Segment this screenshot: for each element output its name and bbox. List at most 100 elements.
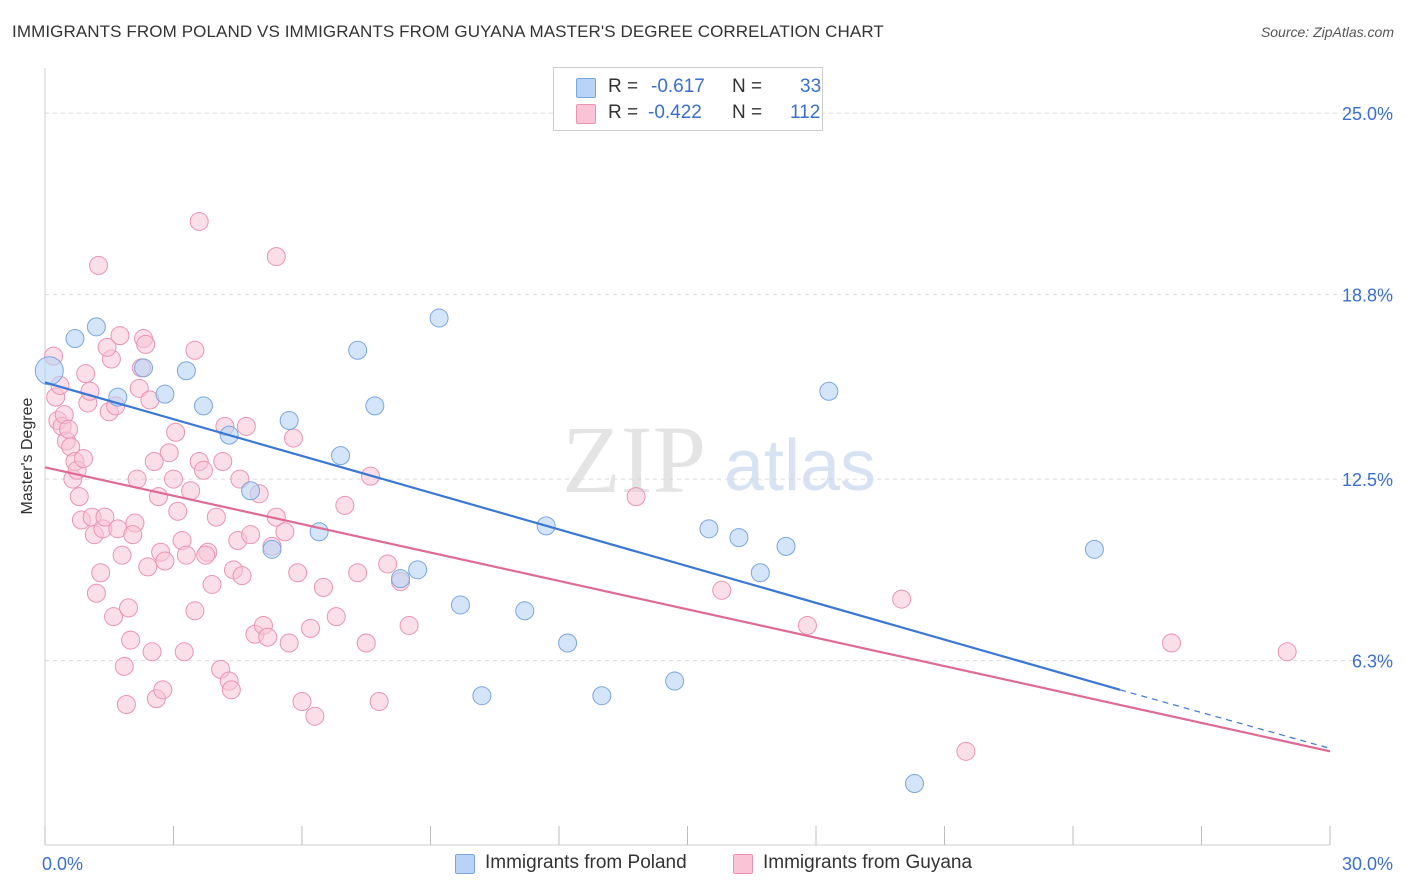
r-value-guyana: -0.422	[648, 102, 702, 123]
poland-point	[34, 356, 64, 386]
n-value-poland: 33	[800, 76, 822, 97]
guyana-point	[626, 487, 646, 507]
poland-point	[365, 396, 385, 416]
guyana-point	[335, 495, 355, 515]
guyana-point	[241, 525, 261, 545]
poland-point	[558, 633, 578, 653]
poland-point	[450, 595, 470, 615]
poland-swatch	[576, 78, 596, 98]
guyana-point	[164, 469, 183, 489]
guyana-point	[104, 607, 124, 627]
guyana-point	[112, 545, 132, 565]
poland-point	[279, 411, 299, 431]
poland-point	[86, 317, 106, 337]
guyana-point	[153, 680, 173, 700]
guyana-point	[91, 563, 111, 583]
guyana-point	[378, 554, 398, 574]
guyana-trend-line	[44, 466, 1331, 753]
watermark-atlas: atlas	[724, 426, 876, 506]
axes	[44, 68, 1331, 846]
guyana-point	[74, 449, 94, 469]
guyana-point	[213, 452, 233, 471]
poland-trend-extension	[1119, 689, 1331, 749]
poland-point	[241, 481, 261, 501]
guyana-point	[313, 577, 333, 597]
guyana-point	[69, 487, 89, 507]
poland-point	[592, 686, 612, 706]
guyana-point	[275, 522, 295, 542]
guyana-point	[230, 469, 250, 489]
guyana-legend-label: Immigrants from Guyana	[763, 852, 973, 873]
guyana-point	[89, 255, 109, 275]
guyana-point	[1277, 642, 1297, 662]
x-tick-label: 0.0%	[42, 854, 83, 874]
guyana-point	[202, 574, 222, 594]
guyana-point	[288, 563, 308, 583]
poland-point	[515, 601, 535, 621]
guyana-point	[712, 580, 732, 600]
guyana-legend-swatch	[733, 854, 753, 874]
poland-point	[391, 569, 411, 589]
guyana-point	[356, 633, 376, 653]
y-tick-label: 12.5%	[1342, 470, 1393, 490]
guyana-point	[206, 507, 226, 527]
x-tick-label: 30.0%	[1342, 854, 1393, 874]
guyana-point	[129, 378, 149, 398]
guyana-point	[305, 706, 325, 726]
poland-point	[665, 671, 685, 691]
guyana-point	[123, 525, 143, 545]
correlation-legend: R = -0.617 N = 33 R = -0.422 N = 112	[553, 67, 823, 131]
poland-point	[193, 396, 213, 416]
poland-legend-swatch	[455, 854, 475, 874]
guyana-point	[1162, 633, 1182, 653]
y-tick-labels: 6.3% 12.5% 18.8% 25.0%	[1342, 104, 1393, 671]
guyana-point	[258, 627, 278, 647]
guyana-point	[114, 656, 134, 676]
y-axis-label: Master's Degree	[19, 397, 36, 515]
guyana-point	[142, 642, 162, 662]
guyana-point	[892, 589, 912, 609]
poland-point	[472, 686, 492, 706]
guyana-point	[76, 364, 96, 384]
guyana-point	[279, 633, 299, 653]
guyana-point	[326, 607, 346, 627]
guyana-point	[348, 563, 368, 583]
guyana-point	[155, 551, 175, 571]
guyana-point	[116, 694, 136, 714]
poland-point	[65, 329, 85, 349]
guyana-swatch	[576, 104, 596, 124]
guyana-point	[174, 642, 194, 662]
guyana-point	[956, 741, 976, 761]
guyana-point	[266, 247, 286, 267]
poland-point	[905, 774, 925, 794]
poland-point	[155, 384, 175, 404]
guyana-point	[221, 680, 241, 700]
poland-legend-label: Immigrants from Poland	[485, 852, 687, 873]
n-label: N =	[732, 102, 763, 123]
guyana-point	[110, 326, 130, 346]
guyana-point	[166, 422, 186, 442]
y-tick-label: 25.0%	[1342, 104, 1393, 124]
guyana-point	[196, 545, 216, 565]
poland-point	[699, 519, 719, 539]
guyana-point	[185, 601, 205, 621]
guyana-point	[369, 692, 389, 712]
r-label: R =	[608, 76, 639, 97]
x-tick-labels: 0.0% 30.0%	[42, 854, 1393, 874]
guyana-point	[185, 340, 205, 360]
series-poland-points	[34, 308, 1104, 794]
guyana-point	[232, 566, 252, 586]
guyana-point	[301, 618, 321, 638]
guyana-point	[86, 583, 106, 603]
guyana-point	[138, 557, 158, 577]
guyana-point	[399, 615, 419, 635]
poland-point	[819, 381, 839, 401]
guyana-point	[121, 630, 141, 650]
n-value-guyana: 112	[790, 102, 821, 123]
trend-lines	[44, 381, 1331, 753]
y-tick-label: 18.8%	[1342, 286, 1393, 306]
guyana-point	[236, 416, 256, 436]
poland-point	[262, 539, 282, 559]
guyana-point	[136, 334, 156, 354]
